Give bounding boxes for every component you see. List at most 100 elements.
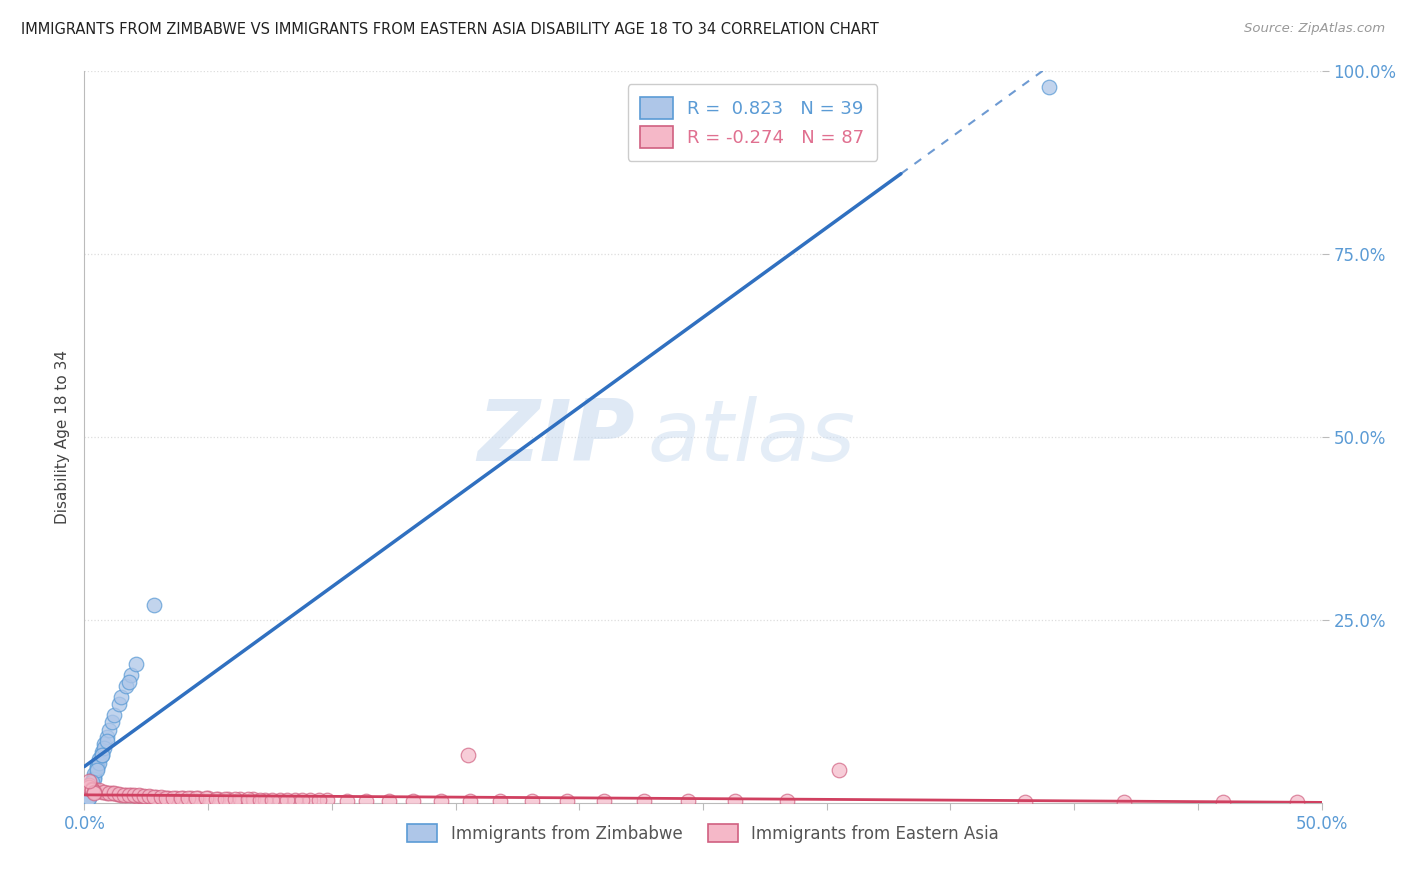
Point xyxy=(135,789,157,804)
Point xyxy=(269,793,291,807)
Point xyxy=(79,790,101,805)
Point xyxy=(90,748,112,763)
Point xyxy=(170,790,193,805)
Point xyxy=(83,785,105,799)
Point xyxy=(165,790,187,805)
Point xyxy=(100,786,122,800)
Point xyxy=(457,748,479,763)
Point xyxy=(162,790,184,805)
Point xyxy=(120,667,142,681)
Point xyxy=(128,789,150,803)
Point xyxy=(80,781,103,796)
Point xyxy=(108,787,131,801)
Point xyxy=(98,723,121,737)
Point xyxy=(79,789,101,803)
Point xyxy=(108,697,131,711)
Point xyxy=(402,794,425,808)
Point xyxy=(138,789,160,804)
Point xyxy=(89,783,111,797)
Point xyxy=(1112,795,1135,809)
Point xyxy=(284,793,307,807)
Point xyxy=(86,763,108,777)
Point xyxy=(80,782,103,797)
Point xyxy=(79,782,101,797)
Point xyxy=(460,794,482,808)
Point xyxy=(291,793,314,807)
Text: IMMIGRANTS FROM ZIMBABWE VS IMMIGRANTS FROM EASTERN ASIA DISABILITY AGE 18 TO 34: IMMIGRANTS FROM ZIMBABWE VS IMMIGRANTS F… xyxy=(21,22,879,37)
Point xyxy=(79,773,101,788)
Point xyxy=(214,792,236,806)
Point xyxy=(132,789,155,804)
Point xyxy=(142,789,165,804)
Point xyxy=(249,793,271,807)
Point xyxy=(377,794,399,808)
Point xyxy=(115,789,138,803)
Point xyxy=(142,599,165,613)
Point xyxy=(118,788,141,802)
Point xyxy=(253,793,276,807)
Point xyxy=(145,789,167,804)
Point xyxy=(96,730,118,744)
Point xyxy=(118,675,141,690)
Point xyxy=(93,740,115,755)
Point xyxy=(224,792,246,806)
Point xyxy=(80,780,103,794)
Point xyxy=(262,793,284,807)
Point xyxy=(522,794,544,808)
Point xyxy=(724,794,747,808)
Point xyxy=(1285,795,1308,809)
Point xyxy=(83,786,105,800)
Point xyxy=(150,789,173,804)
Point xyxy=(79,787,101,801)
Point xyxy=(184,791,207,805)
Point xyxy=(80,781,103,796)
Point xyxy=(207,792,229,806)
Point xyxy=(593,794,616,808)
Point xyxy=(125,789,148,804)
Point xyxy=(157,790,180,805)
Point xyxy=(308,793,330,807)
Point xyxy=(229,792,252,806)
Point xyxy=(96,733,118,747)
Point xyxy=(86,761,108,775)
Point xyxy=(828,763,851,777)
Text: atlas: atlas xyxy=(647,395,855,479)
Point xyxy=(110,690,132,704)
Point xyxy=(1014,795,1036,809)
Point xyxy=(80,773,103,788)
Point xyxy=(110,788,132,802)
Point xyxy=(298,793,321,807)
Point xyxy=(90,748,112,763)
Point xyxy=(80,783,103,797)
Point xyxy=(120,789,142,803)
Point xyxy=(79,785,101,799)
Point xyxy=(115,679,138,693)
Point xyxy=(79,780,101,794)
Point xyxy=(194,791,217,805)
Point xyxy=(86,784,108,798)
Point xyxy=(100,715,122,730)
Point xyxy=(555,794,578,808)
Point xyxy=(98,786,121,800)
Point xyxy=(83,772,105,787)
Point xyxy=(83,766,105,780)
Point xyxy=(336,794,359,808)
Point xyxy=(204,792,226,806)
Point xyxy=(122,789,145,803)
Point xyxy=(80,778,103,792)
Point xyxy=(1212,795,1234,809)
Point xyxy=(93,785,115,799)
Point xyxy=(76,792,98,806)
Point xyxy=(217,792,239,806)
Point xyxy=(172,791,194,805)
Point xyxy=(155,790,177,805)
Point xyxy=(1038,80,1060,95)
Point xyxy=(180,791,202,805)
Point xyxy=(83,781,105,796)
Point xyxy=(89,756,111,770)
Point xyxy=(79,778,101,792)
Point xyxy=(90,785,112,799)
Point xyxy=(86,759,108,773)
Point xyxy=(489,794,512,808)
Point xyxy=(103,708,125,723)
